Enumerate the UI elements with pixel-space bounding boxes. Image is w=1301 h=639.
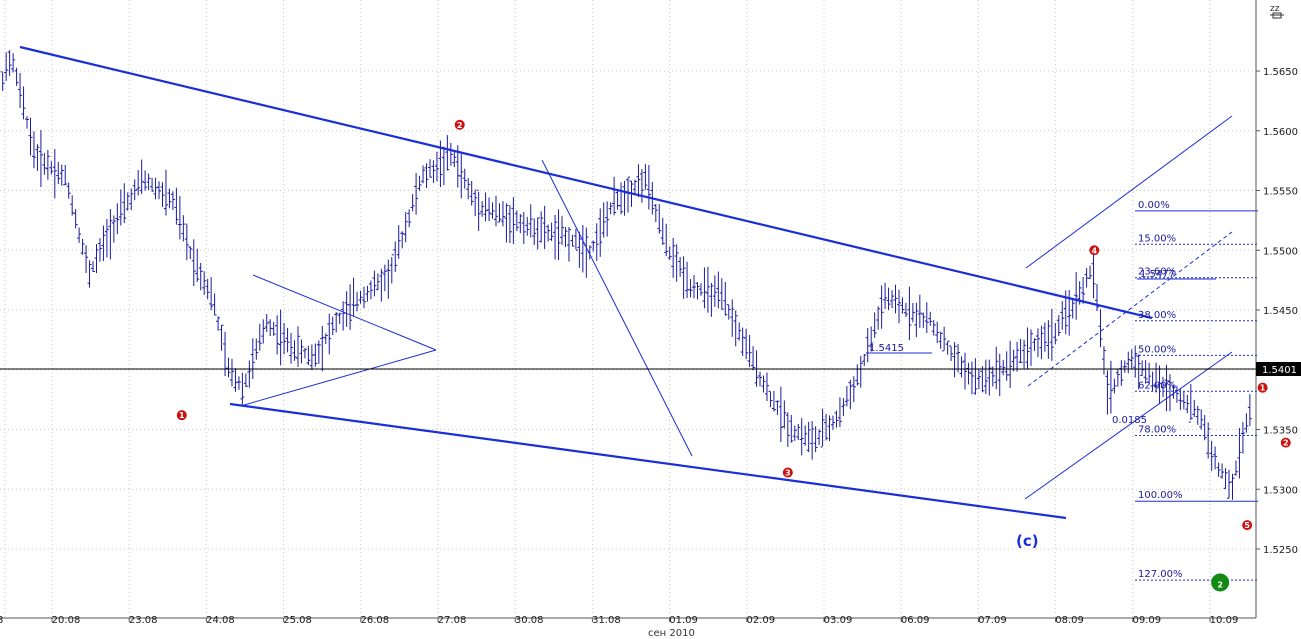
x-tick-label: 27.08 [438,615,467,626]
wave-marker: 1 [1257,382,1268,393]
wave-marker-label: 2 [457,121,463,130]
wave-marker-dot [1257,382,1268,393]
ohlc-bars [0,50,1252,500]
x-tick-label: 07.09 [978,615,1007,626]
wave-marker-dot [782,467,793,478]
wave-marker-label: 2 [1283,439,1289,448]
fib-level-label: 15.00% [1138,233,1176,244]
wave-marker-dot [1089,245,1100,256]
upper-channel-line [19,45,1153,320]
channel-bottom-right [1024,351,1233,500]
x-tick-label: 8 [0,615,3,626]
x-tick-label: 08.09 [1055,615,1084,626]
wave-marker: 2 [1211,573,1230,592]
fib-level-label: 100.00% [1138,490,1183,501]
wave-marker-dot [1242,520,1253,531]
y-axis: 1.56501.56001.55501.55001.54501.54001.53… [1255,0,1298,618]
y-tick-label: 1.5350 [1263,426,1298,437]
month-label: сен 2010 [648,628,695,639]
fib-level-label: 78.00% [1138,424,1176,435]
svg-text:zz: zz [1270,4,1280,14]
wave-marker-dot [1211,573,1230,592]
fib-level-label: 50.00% [1138,344,1176,355]
x-tick-label: 10.09 [1210,615,1239,626]
fib-level-label: 0.00% [1138,200,1170,211]
fib-level-label: 38.00% [1138,310,1176,321]
wave-marker-label: 1 [179,411,185,420]
x-tick-label: 03.09 [824,615,853,626]
wave-marker: 5 [1242,520,1253,531]
wave-trend-line [541,159,693,457]
x-tick-label: 30.08 [515,615,544,626]
zoom-icon[interactable]: zz [1270,4,1284,19]
wave-marker: 2 [454,119,465,130]
level-label-1-5477: 1.5477 [1140,269,1175,280]
wave-marker: 2 [1280,437,1291,448]
x-tick-label: 02.09 [746,615,775,626]
y-tick-label: 1.5300 [1263,485,1298,496]
wave-marker: 3 [782,467,793,478]
y-tick-label: 1.5500 [1263,246,1298,257]
wave-marker: 4 [1089,245,1100,256]
wave-marker-dot [1280,437,1291,448]
y-tick-label: 1.5600 [1263,127,1298,138]
y-tick-label: 1.5250 [1263,545,1298,556]
channel-top-right [1025,115,1233,269]
y-tick-label: 1.5550 [1263,187,1298,198]
wave-marker-label: 1 [1260,384,1266,393]
x-tick-label: 24.08 [206,615,235,626]
diff-label: 0.0185 [1112,415,1147,426]
fibonacci-levels: 0.00% 15.00% 23.60% 38.00% 50.00% 62.00% 78.00… [1135,200,1258,581]
wave-marker-label: 5 [1244,521,1250,530]
x-axis: 8 20.08 23.08 24.08 25.08 26.08 27.08 30.08 31.0… [0,615,1256,626]
wave-marker-dot [176,410,187,421]
fib-level-label: 23.60% [1138,267,1176,278]
triangle-lower [243,349,437,406]
channel-mid-right [1027,231,1233,387]
wave-c-label: (c) [1016,532,1039,550]
wave-marker: 1 [176,410,187,421]
wave-marker-label: 3 [785,469,791,478]
x-tick-label: 01.09 [669,615,698,626]
lower-channel-line [229,402,1067,520]
y-tick-label: 1.5650 [1263,67,1298,78]
wave-marker-label: 4 [1092,246,1098,255]
wave-markers: 1234512345122 [176,119,1291,592]
current-price-label: 1.5401 [1262,365,1297,376]
x-tick-label: 20.08 [52,615,81,626]
fib-level-label: 62.00% [1138,380,1176,391]
level-label-1-5415: 1.5415 [869,343,904,354]
x-tick-label: 25.08 [283,615,312,626]
triangle-upper [252,274,437,351]
x-tick-label: 23.08 [129,615,158,626]
current-price-tag: 1.5401 [1256,362,1301,376]
y-tick-label: 1.5450 [1263,306,1298,317]
grid [0,0,1256,618]
wave-marker-label: 2 [1217,580,1223,589]
x-tick-label: 31.08 [592,615,621,626]
trend-lines [0,45,1256,520]
x-tick-label: 09.09 [1132,615,1161,626]
fib-level-label: 127.00% [1138,569,1183,580]
wave-marker-dot [454,119,465,130]
x-tick-label: 06.09 [901,615,930,626]
x-tick-label: 26.08 [360,615,389,626]
